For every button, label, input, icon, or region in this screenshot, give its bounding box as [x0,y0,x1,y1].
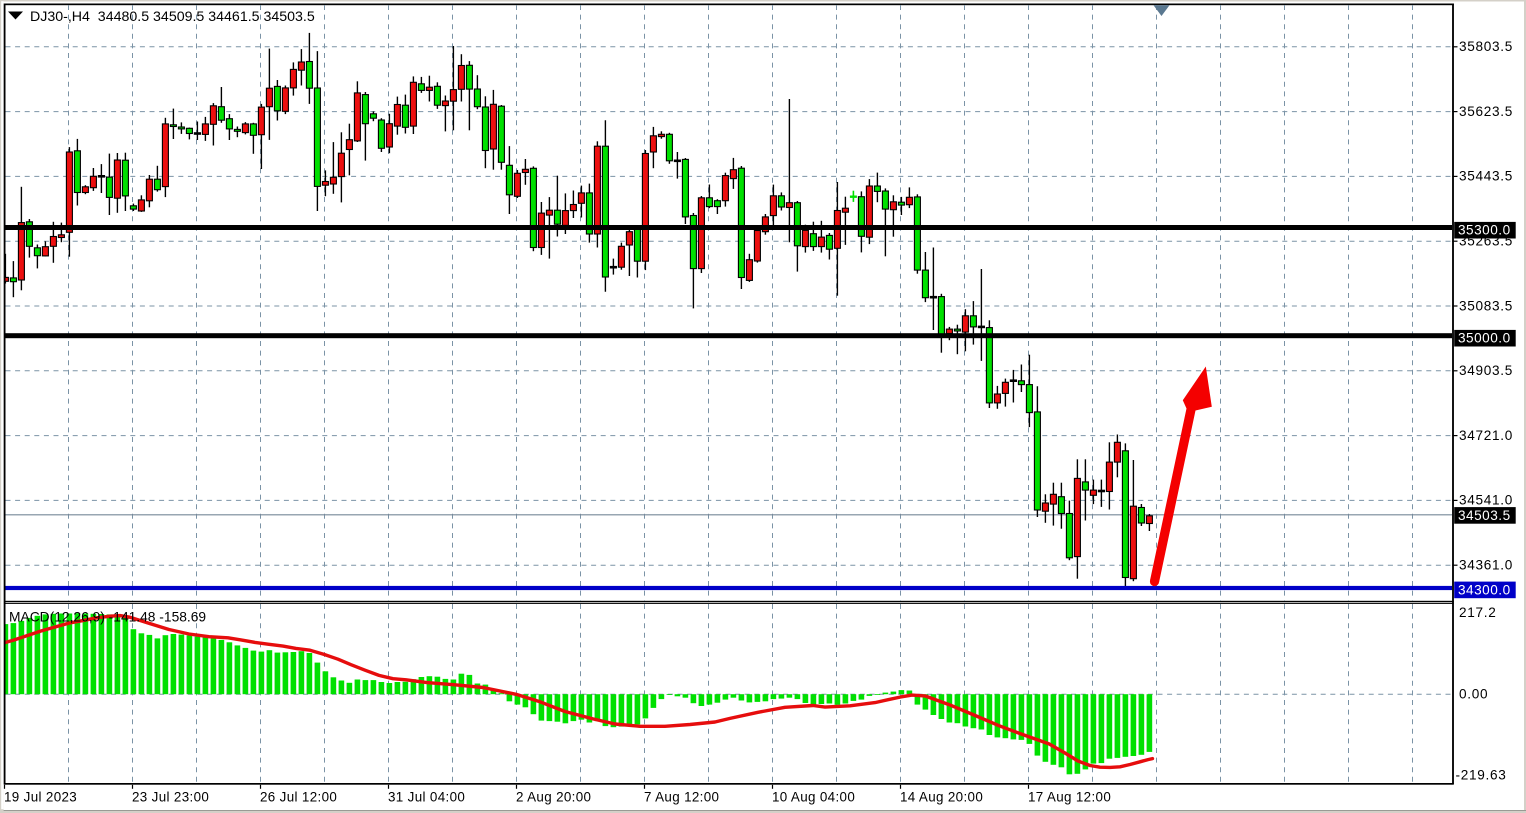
svg-text:17 Aug 12:00: 17 Aug 12:00 [1028,790,1111,805]
svg-text:MACD(12,26,9) -141.48 -158.69: MACD(12,26,9) -141.48 -158.69 [9,610,206,625]
svg-text:0.00: 0.00 [1459,687,1488,702]
svg-text:10 Aug 04:00: 10 Aug 04:00 [772,790,855,805]
svg-text:35083.5: 35083.5 [1459,298,1513,313]
svg-text:217.2: 217.2 [1459,605,1497,620]
svg-text:34721.0: 34721.0 [1459,428,1513,443]
svg-text:34361.0: 34361.0 [1459,558,1513,573]
svg-text:35623.5: 35623.5 [1459,104,1513,119]
svg-text:2 Aug 20:00: 2 Aug 20:00 [516,790,591,805]
svg-text:35300.0: 35300.0 [1458,223,1511,238]
svg-text:7 Aug 12:00: 7 Aug 12:00 [644,790,719,805]
svg-text:34541.0: 34541.0 [1459,493,1513,508]
svg-text:-219.63: -219.63 [1456,768,1507,783]
svg-text:DJ30-,H4 34480.5 34509.5 3446: DJ30-,H4 34480.5 34509.5 34461.5 34503.5 [30,9,315,25]
svg-text:34300.0: 34300.0 [1458,582,1511,597]
svg-text:35803.5: 35803.5 [1459,39,1513,54]
svg-text:34903.5: 34903.5 [1459,363,1513,378]
svg-text:31 Jul 04:00: 31 Jul 04:00 [388,790,465,805]
svg-text:35000.0: 35000.0 [1458,331,1511,346]
svg-text:34503.5: 34503.5 [1458,508,1511,523]
svg-text:26 Jul 12:00: 26 Jul 12:00 [260,790,337,805]
svg-text:23 Jul 23:00: 23 Jul 23:00 [132,790,209,805]
svg-text:14 Aug 20:00: 14 Aug 20:00 [900,790,983,805]
svg-text:19 Jul 2023: 19 Jul 2023 [4,790,77,805]
svg-text:35443.5: 35443.5 [1459,169,1513,184]
